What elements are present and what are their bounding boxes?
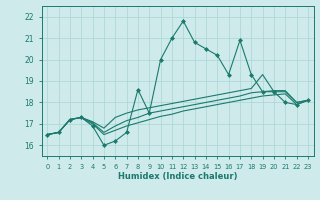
X-axis label: Humidex (Indice chaleur): Humidex (Indice chaleur) (118, 172, 237, 181)
